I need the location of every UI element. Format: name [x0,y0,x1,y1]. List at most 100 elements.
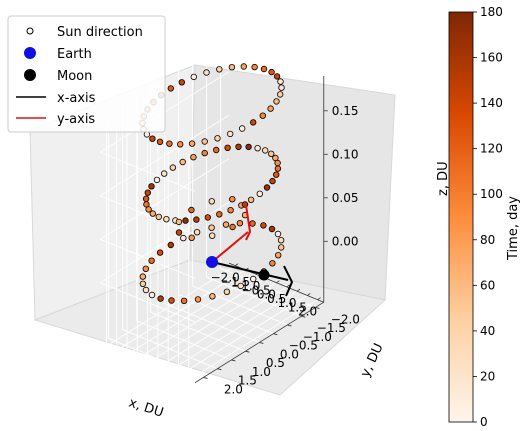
sun-direction-point [277,236,285,244]
sun-direction-point [149,135,156,142]
colorbar-tick-label: 20 [480,369,495,383]
y-tick-label: 1.5 [238,374,257,388]
sun-direction-point [269,177,276,185]
moon-marker [258,269,270,281]
sun-direction-point [148,291,156,299]
x-tick-label: 1.5 [288,300,307,314]
y-tick-labels: −2.0−1.5−1.0−0.50.00.51.01.52.0 [203,307,360,396]
y-axis-label: y, DU [358,341,387,379]
sun-direction-point [168,297,175,304]
sun-direction-point [209,293,216,300]
sun-direction-point [157,295,164,302]
sun-direction-point [201,149,208,157]
z-tick-label: 0.05 [332,191,359,205]
z-tick-label: 0.15 [332,104,359,118]
y-tick-mark [301,315,306,318]
sun-direction-point [208,232,216,239]
sun-direction-point [267,105,274,112]
colorbar-tick-label: 160 [480,51,503,65]
x-tick-mark [286,284,290,288]
sun-direction-point [142,195,150,202]
colorbar-tick-label: 60 [480,278,495,292]
y-tick-mark [259,342,264,344]
x-tick-label: 2.0 [298,305,317,319]
sun-direction-point [139,273,146,280]
y-tick-label: 2.0 [224,382,243,396]
sun-direction-point [247,196,255,203]
sun-direction-point [188,140,196,147]
legend-moon-marker [24,69,36,81]
sun-direction-point [180,297,188,304]
y-tick-label: −1.5 [317,321,346,335]
x-tick-label: −1.0 [231,279,260,293]
sun-direction-point [142,265,149,272]
grid-line-floor-y [206,276,302,317]
z-axis-label: z, DU [436,161,451,196]
sun-direction-point [144,189,151,196]
sun-direction-point [153,176,161,184]
sun-direction-point [249,220,256,227]
sun-direction-point [204,214,211,221]
sun-direction-point [238,125,246,132]
sun-direction-point [190,153,197,161]
colorbar-tick-label: 100 [480,187,503,201]
legend-sun-marker [26,27,34,35]
sun-direction-point [260,222,267,229]
sun-direction-point [274,230,282,238]
sun-direction-point [229,223,236,231]
sun-direction-point [262,147,269,154]
grid-line-floor-y [136,320,232,361]
sun-direction-point [166,140,173,147]
z-tick-labels: 0.00 0.05 0.10 0.15 [323,104,359,248]
sun-direction-point [178,79,185,86]
y-tick-mark [287,324,292,327]
grid-line-back-z [100,151,196,192]
x-axis-label: x, DU [127,396,165,421]
sun-direction-point [188,234,195,241]
sun-direction-point [273,171,280,178]
sun-direction-point [208,198,215,205]
sun-direction-point [227,206,234,214]
grid-line-floor-y [122,329,218,370]
y-tick-label: −2.0 [331,312,360,326]
sun-direction-point [188,206,195,214]
legend-earth-marker [24,47,36,59]
sun-direction-point [156,249,164,256]
grid-line-side-z [99,158,230,240]
sun-direction-point [236,219,244,227]
legend-y-axis-label: y-axis [57,112,95,127]
sun-direction-point [163,215,170,223]
sun-direction-point [278,244,285,251]
x-tick-label: −2.0 [211,271,240,285]
sun-direction-point [235,143,242,150]
x-tick-mark [317,297,321,300]
sun-direction-point [278,84,285,91]
x-tick-mark [276,280,280,283]
sun-direction-point [245,143,252,151]
sun-direction-point [259,112,266,119]
x-tick-mark [307,293,311,296]
legend-sun-label: Sun direction [57,25,143,40]
sun-direction-point [175,218,183,226]
sun-direction-point [190,73,197,81]
sun-direction-point [142,286,150,294]
y-tick-mark [231,359,236,362]
colorbar-tick-label: 0 [480,415,488,429]
grid-lines [99,42,318,381]
y-tick-label: 0.0 [280,347,299,361]
y-tick-label: 1.0 [252,365,271,379]
grid-line-floor-y [150,311,246,352]
sun-direction-point [249,275,257,283]
sun-direction-point [251,63,258,71]
x-tick-mark [296,288,301,292]
y-axis-vector [211,231,249,263]
sun-direction-point [201,138,208,145]
sun-direction-point [179,158,186,166]
sun-direction-point [148,257,155,264]
grid-line-back-z [100,282,196,323]
sun-direction-point [182,217,189,224]
y-tick-mark [203,377,208,379]
grid-line-side-z [99,114,230,197]
legend-moon-label: Moon [57,69,92,84]
